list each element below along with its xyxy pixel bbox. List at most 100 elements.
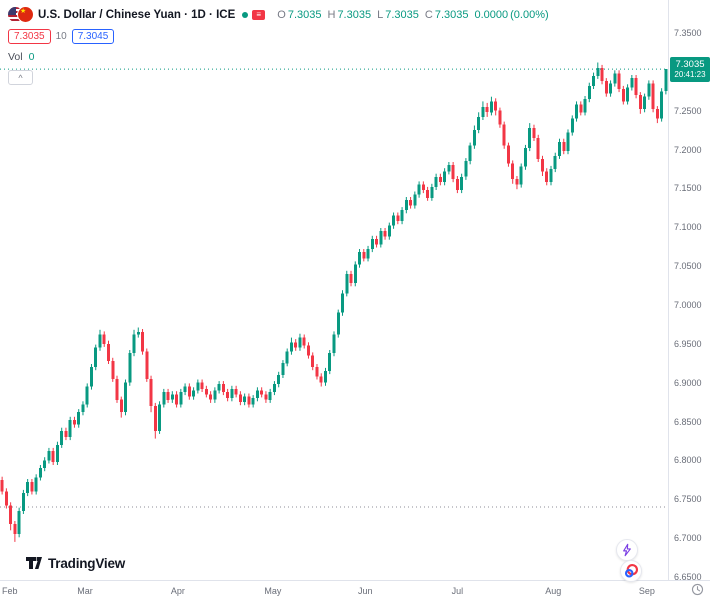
candle[interactable] <box>549 165 553 186</box>
candle[interactable] <box>73 416 76 428</box>
candle[interactable] <box>430 183 434 201</box>
candle[interactable] <box>604 78 608 97</box>
candle[interactable] <box>102 331 106 347</box>
candle[interactable] <box>111 357 115 382</box>
candle[interactable] <box>21 489 25 514</box>
tradingview-logo[interactable]: TradingView <box>26 555 125 571</box>
candle[interactable] <box>587 82 591 103</box>
candle[interactable] <box>255 387 259 402</box>
candle[interactable] <box>400 207 404 225</box>
candle[interactable] <box>558 138 561 159</box>
candle[interactable] <box>13 521 17 542</box>
candle[interactable] <box>200 379 204 393</box>
candle[interactable] <box>162 388 166 408</box>
candle[interactable] <box>141 329 144 355</box>
candle[interactable] <box>196 379 200 394</box>
candle[interactable] <box>238 391 242 406</box>
candle[interactable] <box>541 155 544 176</box>
candle[interactable] <box>528 123 532 152</box>
candle[interactable] <box>60 427 64 448</box>
candle[interactable] <box>166 388 170 403</box>
candle[interactable] <box>179 388 183 408</box>
candle[interactable] <box>349 270 353 287</box>
candle[interactable] <box>175 391 179 408</box>
ask-price-box[interactable]: 7.3045 <box>71 29 115 44</box>
candle[interactable] <box>583 96 587 116</box>
candle[interactable] <box>332 331 336 357</box>
candle[interactable] <box>204 385 208 398</box>
candle[interactable] <box>281 360 285 378</box>
candle[interactable] <box>455 176 459 194</box>
candle[interactable] <box>489 96 493 116</box>
candle[interactable] <box>4 488 8 509</box>
candle[interactable] <box>298 333 302 351</box>
boost-button[interactable] <box>616 539 638 561</box>
candle[interactable] <box>379 228 383 248</box>
candle[interactable] <box>477 112 481 134</box>
candle[interactable] <box>183 383 187 396</box>
time-axis[interactable]: Feb Mar Apr May Jun Jul Aug Sep <box>0 580 710 600</box>
candle[interactable] <box>392 212 396 229</box>
candle[interactable] <box>417 181 421 198</box>
candle[interactable] <box>621 85 625 105</box>
candle[interactable] <box>0 476 4 495</box>
candle[interactable] <box>311 352 315 371</box>
candle[interactable] <box>443 168 447 186</box>
sentiment-button[interactable] <box>620 560 642 582</box>
collapse-legend-button[interactable]: ^ <box>8 70 33 85</box>
candle[interactable] <box>277 371 281 388</box>
candle[interactable] <box>158 401 162 434</box>
candle[interactable] <box>413 191 417 209</box>
candle[interactable] <box>396 212 400 225</box>
candle[interactable] <box>43 457 47 472</box>
clock-icon[interactable] <box>691 583 704 601</box>
candle[interactable] <box>451 162 455 183</box>
candle[interactable] <box>55 441 59 465</box>
candle[interactable] <box>387 222 391 240</box>
candle[interactable] <box>9 502 13 531</box>
candle[interactable] <box>328 350 332 375</box>
candle[interactable] <box>592 72 595 89</box>
candle[interactable] <box>485 102 489 117</box>
candle[interactable] <box>579 101 583 116</box>
candle[interactable] <box>511 160 515 184</box>
candle[interactable] <box>472 125 476 149</box>
candle[interactable] <box>553 152 557 173</box>
candle[interactable] <box>519 163 523 188</box>
candle[interactable] <box>302 334 306 349</box>
candle[interactable] <box>426 186 430 201</box>
candle[interactable] <box>409 197 413 209</box>
candle[interactable] <box>353 261 357 287</box>
candle[interactable] <box>438 173 442 186</box>
candle[interactable] <box>651 80 655 113</box>
candle[interactable] <box>515 176 519 190</box>
candle[interactable] <box>221 381 225 396</box>
candle[interactable] <box>494 98 498 116</box>
candle[interactable] <box>481 101 485 120</box>
candle[interactable] <box>570 115 574 136</box>
candle[interactable] <box>107 340 110 364</box>
candle[interactable] <box>532 124 536 141</box>
candle[interactable] <box>34 474 38 495</box>
bid-price-box[interactable]: 7.3035 <box>8 29 51 44</box>
candle[interactable] <box>447 162 451 175</box>
candle[interactable] <box>634 75 638 99</box>
candle[interactable] <box>217 381 221 394</box>
candle[interactable] <box>319 373 323 387</box>
candle[interactable] <box>136 327 140 338</box>
candle[interactable] <box>264 391 268 403</box>
candle[interactable] <box>68 416 72 441</box>
candle[interactable] <box>506 142 510 167</box>
candle[interactable] <box>192 387 196 400</box>
candle[interactable] <box>566 129 570 155</box>
candle[interactable] <box>626 84 630 105</box>
candle[interactable] <box>315 364 319 380</box>
candle[interactable] <box>575 101 578 122</box>
candle[interactable] <box>47 447 51 464</box>
candle[interactable] <box>145 348 149 382</box>
candle[interactable] <box>596 62 600 79</box>
candle[interactable] <box>132 329 136 357</box>
candle[interactable] <box>609 80 613 97</box>
candle[interactable] <box>234 385 238 398</box>
candle[interactable] <box>243 393 247 406</box>
